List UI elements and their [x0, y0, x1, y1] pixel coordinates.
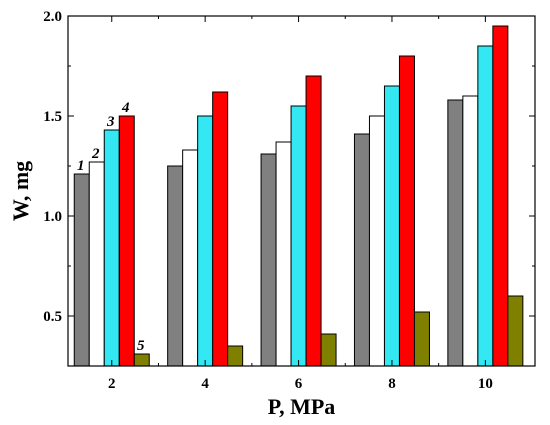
bar-5-2	[133, 353, 150, 367]
bar-2-4	[182, 149, 199, 367]
bar-1-8	[353, 133, 370, 367]
y-tick-label: 2.0	[43, 9, 62, 25]
x-tick-label: 6	[295, 376, 303, 392]
bar-2-8	[368, 115, 385, 367]
bar-5-10	[507, 295, 524, 367]
y-tick-label: 1.0	[43, 209, 62, 225]
bar-4-10	[492, 25, 509, 367]
bar-4-6	[305, 75, 322, 367]
bar-2-2	[88, 161, 105, 367]
x-tick-label: 4	[201, 376, 209, 392]
series-label-3: 3	[106, 114, 115, 130]
x-tick-label: 8	[388, 376, 396, 392]
bar-5-6	[320, 333, 337, 367]
bar-3-10	[477, 45, 494, 367]
bar-5-4	[227, 345, 244, 367]
y-tick-label: 0.5	[43, 309, 62, 325]
bar-4-4	[212, 91, 229, 367]
x-tick-label: 2	[108, 376, 116, 392]
x-tick-label: 10	[478, 376, 493, 392]
bar-1-2	[73, 173, 90, 367]
bar-3-8	[383, 85, 400, 367]
series-label-1: 1	[77, 158, 85, 174]
bar-2-10	[462, 95, 479, 367]
bar-3-6	[290, 105, 307, 367]
bar-1-6	[260, 153, 277, 367]
series-label-5: 5	[137, 338, 145, 354]
y-tick-label: 1.5	[43, 109, 62, 125]
bar-4-2	[118, 115, 135, 367]
bar-5-8	[413, 311, 430, 367]
series-label-2: 2	[91, 146, 100, 162]
ticks-layer: 0.5 1.0 1.5 2.0 2 4 6 8 10	[43, 9, 535, 392]
x-axis-title: P, MPa	[268, 394, 336, 419]
bars-layer	[73, 25, 524, 367]
bar-1-10	[447, 99, 464, 367]
bar-1-4	[167, 165, 184, 367]
bar-4-8	[398, 55, 415, 367]
plot-frame	[67, 15, 536, 367]
bar-3-2	[103, 129, 120, 367]
y-axis-title: W, mg	[8, 161, 33, 221]
bar-3-4	[197, 115, 214, 367]
series-label-4: 4	[121, 100, 130, 116]
bar-2-6	[275, 141, 292, 367]
